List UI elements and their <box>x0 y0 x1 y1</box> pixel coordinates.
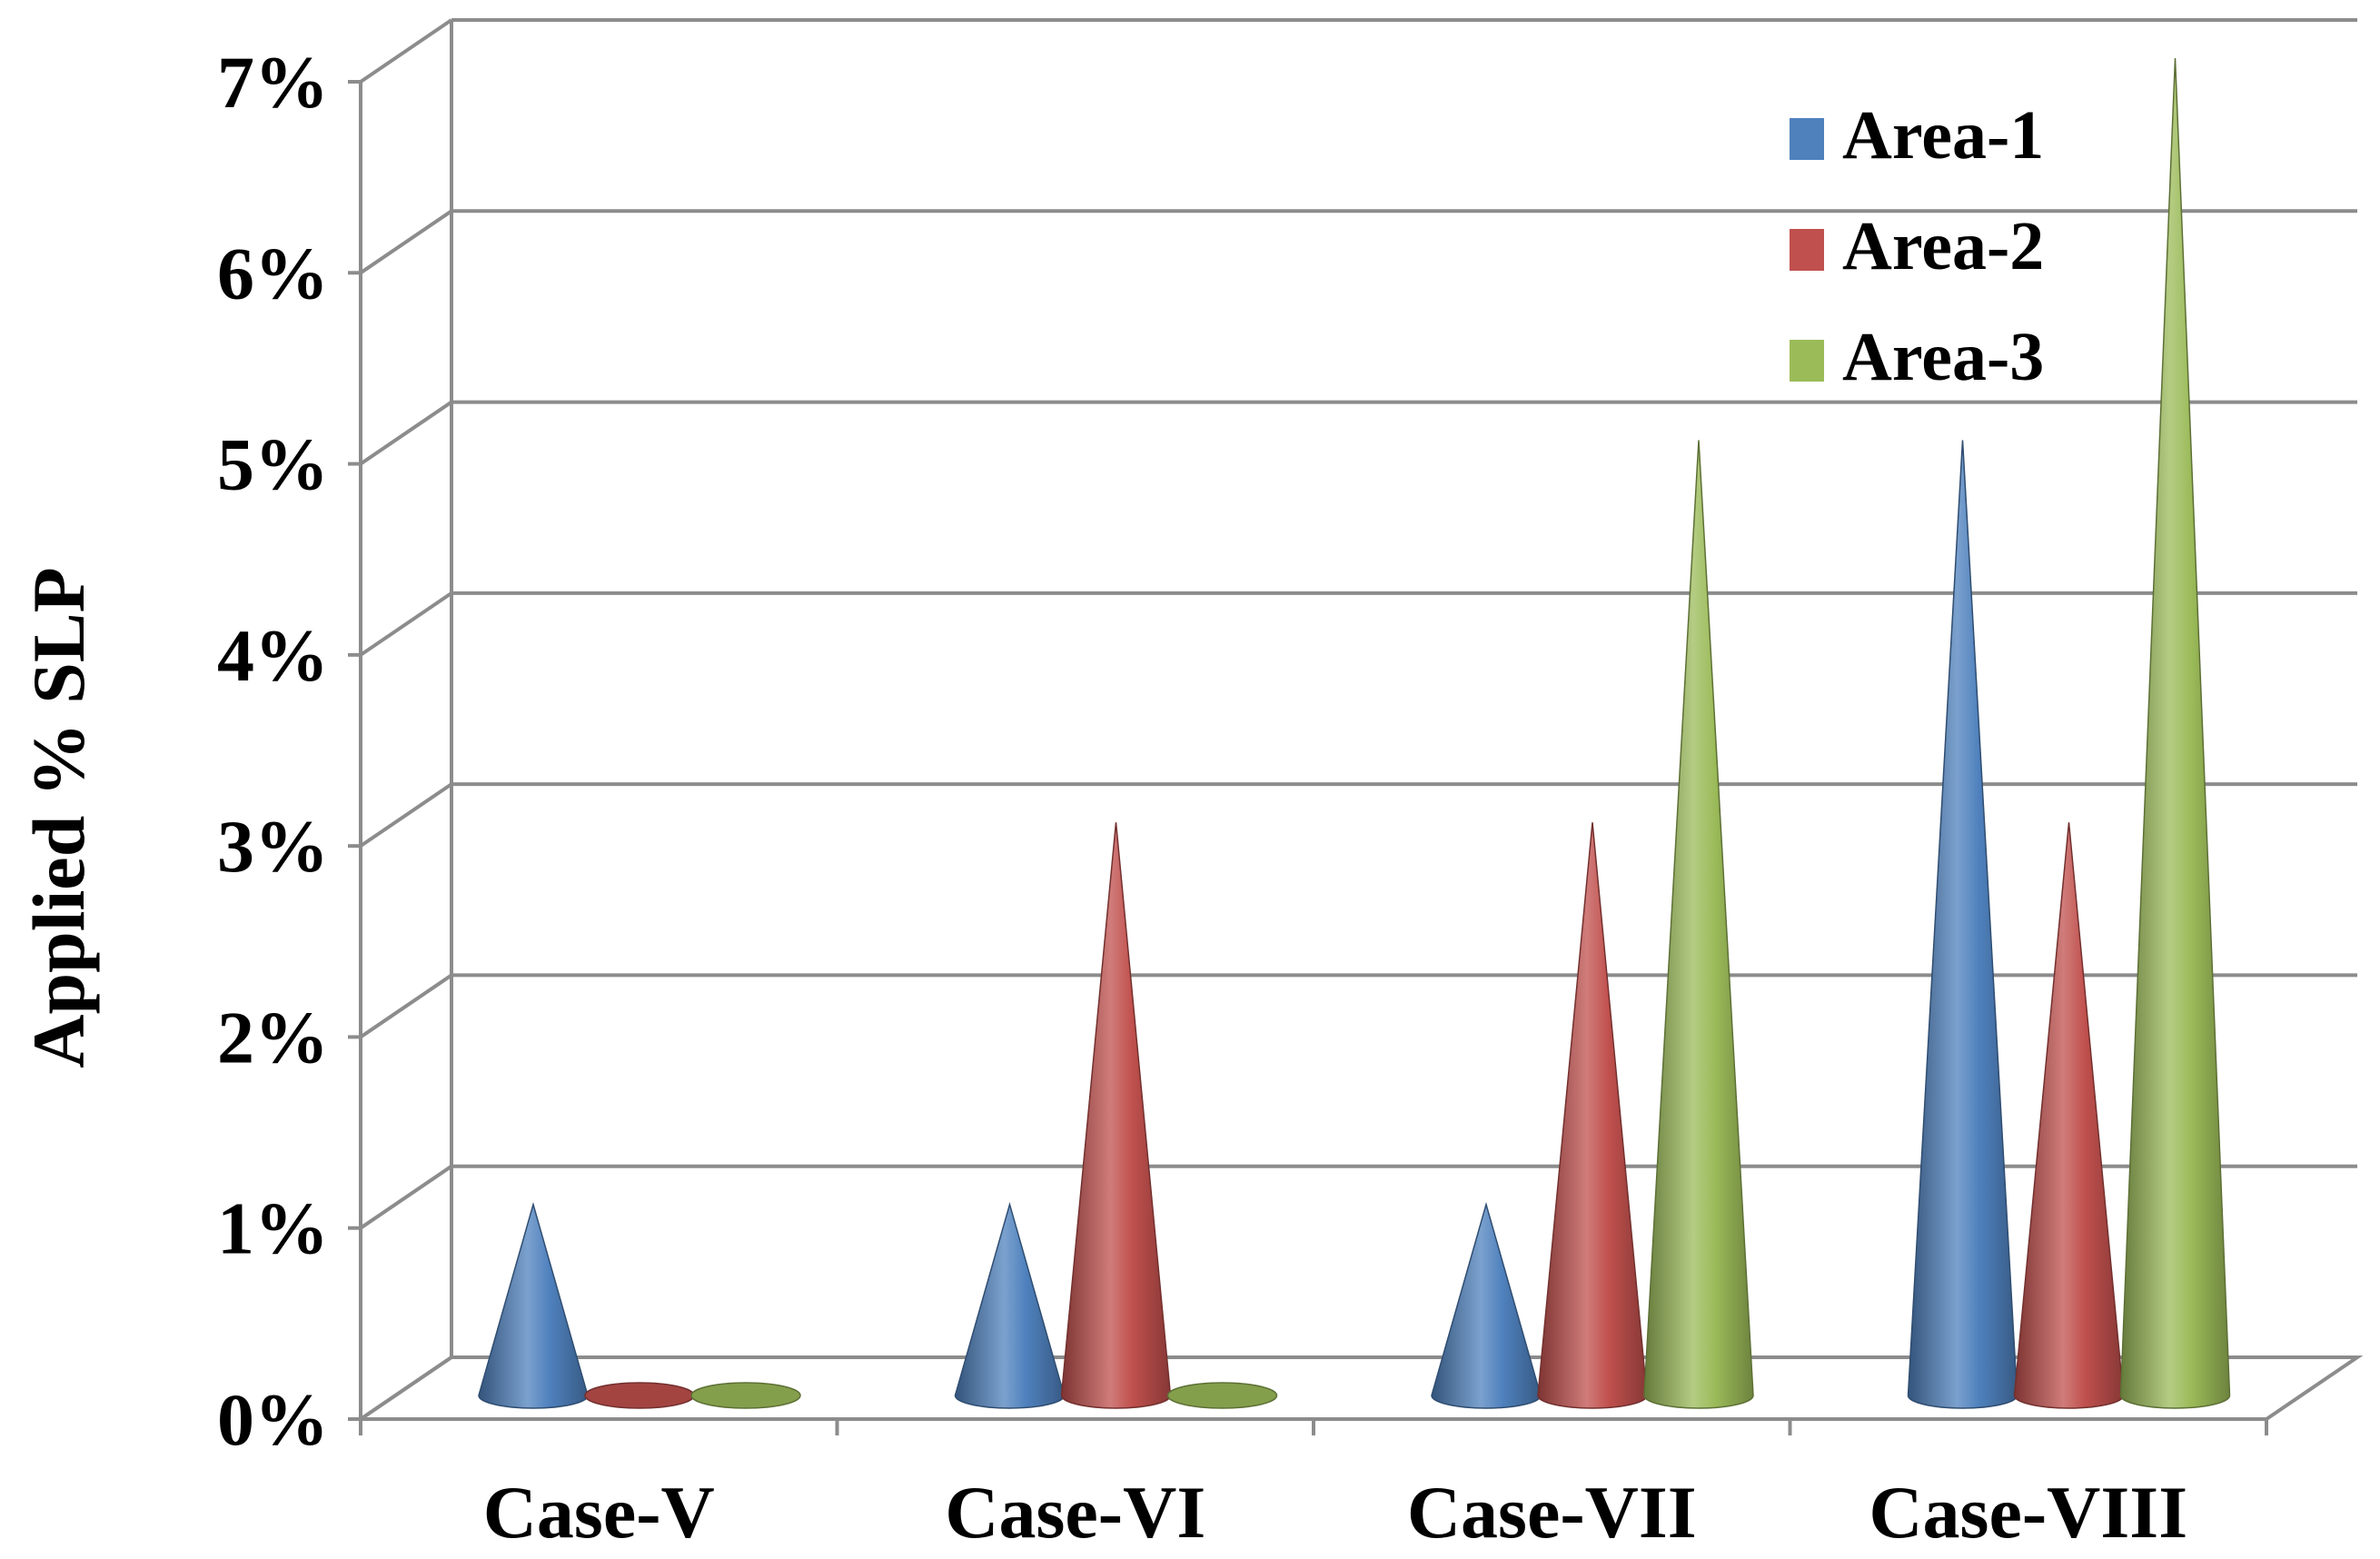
cone-mark <box>954 1201 1066 1409</box>
cone-flat-mark <box>690 1382 801 1409</box>
cone-mark <box>478 1201 589 1409</box>
y-tick-label: 0% <box>217 1378 329 1461</box>
cone-mark <box>1643 440 1754 1409</box>
gridline-side <box>359 400 453 466</box>
y-tick-labels: 0% 1% 2% 3% 4% 5% 6% 7% <box>217 41 329 1461</box>
legend-swatch <box>1790 118 1824 160</box>
legend-item: Area-1 <box>1790 97 2044 174</box>
cone-area-3-case-vii <box>1643 440 1754 1409</box>
cone-area-2-case-vi <box>1060 822 1172 1409</box>
legend-label: Area-3 <box>1842 319 2044 395</box>
legend: Area-1 Area-2 Area-3 <box>1790 97 2044 395</box>
category-label: Case-V <box>483 1471 715 1554</box>
gridline-side <box>359 18 453 84</box>
legend-label: Area-1 <box>1842 97 2044 174</box>
gridline-side <box>359 1355 453 1421</box>
category-label: Case-VII <box>1407 1471 1697 1554</box>
gridline-side <box>359 973 453 1039</box>
cone-mark <box>1431 1201 1542 1409</box>
cone-area-1-case-vii <box>1431 1201 1542 1409</box>
cone-mark <box>1060 822 1172 1409</box>
y-tick-label: 6% <box>217 232 329 314</box>
y-tick-label: 1% <box>217 1187 329 1270</box>
cone-area-1-case-viii <box>1907 440 2018 1409</box>
legend-item: Area-3 <box>1790 319 2044 395</box>
cone-flat-mark <box>584 1382 695 1409</box>
axes <box>348 80 2268 1435</box>
cone-area-1-case-v <box>478 1201 589 1409</box>
legend-swatch <box>1790 340 1824 382</box>
gridline-side <box>359 1165 453 1230</box>
cone-area-2-case-v <box>584 1382 695 1409</box>
data-cones <box>478 57 2231 1409</box>
cone-mark <box>1907 440 2018 1409</box>
cone-mark <box>2119 57 2231 1409</box>
y-tick-label: 7% <box>217 41 329 124</box>
cone-flat-mark <box>1166 1382 1278 1409</box>
gridline-side <box>359 782 453 848</box>
cone-mark <box>2013 822 2125 1409</box>
cone-area-3-case-vi <box>1166 1382 1278 1409</box>
y-tick-label: 3% <box>217 805 329 888</box>
legend-item: Area-2 <box>1790 208 2044 284</box>
legend-swatch <box>1790 229 1824 271</box>
y-tick-label: 2% <box>217 996 329 1078</box>
y-tick-label: 4% <box>217 614 329 697</box>
cone-area-2-case-viii <box>2013 822 2125 1409</box>
cone-area-1-case-vi <box>954 1201 1066 1409</box>
category-label: Case-VI <box>945 1471 1205 1554</box>
gridline-side <box>359 591 453 657</box>
gridline-side <box>359 209 453 274</box>
cone-area-3-case-v <box>690 1382 801 1409</box>
y-axis-title: Applied % SLP <box>17 567 100 1067</box>
cone-area-3-case-viii <box>2119 57 2231 1409</box>
cone-mark <box>1537 822 1648 1409</box>
cone-area-2-case-vii <box>1537 822 1648 1409</box>
y-tick-label: 5% <box>217 423 329 506</box>
category-label: Case-VIII <box>1869 1471 2187 1554</box>
category-labels: Case-V Case-VI Case-VII Case-VIII <box>483 1471 2187 1554</box>
legend-label: Area-2 <box>1842 208 2044 284</box>
